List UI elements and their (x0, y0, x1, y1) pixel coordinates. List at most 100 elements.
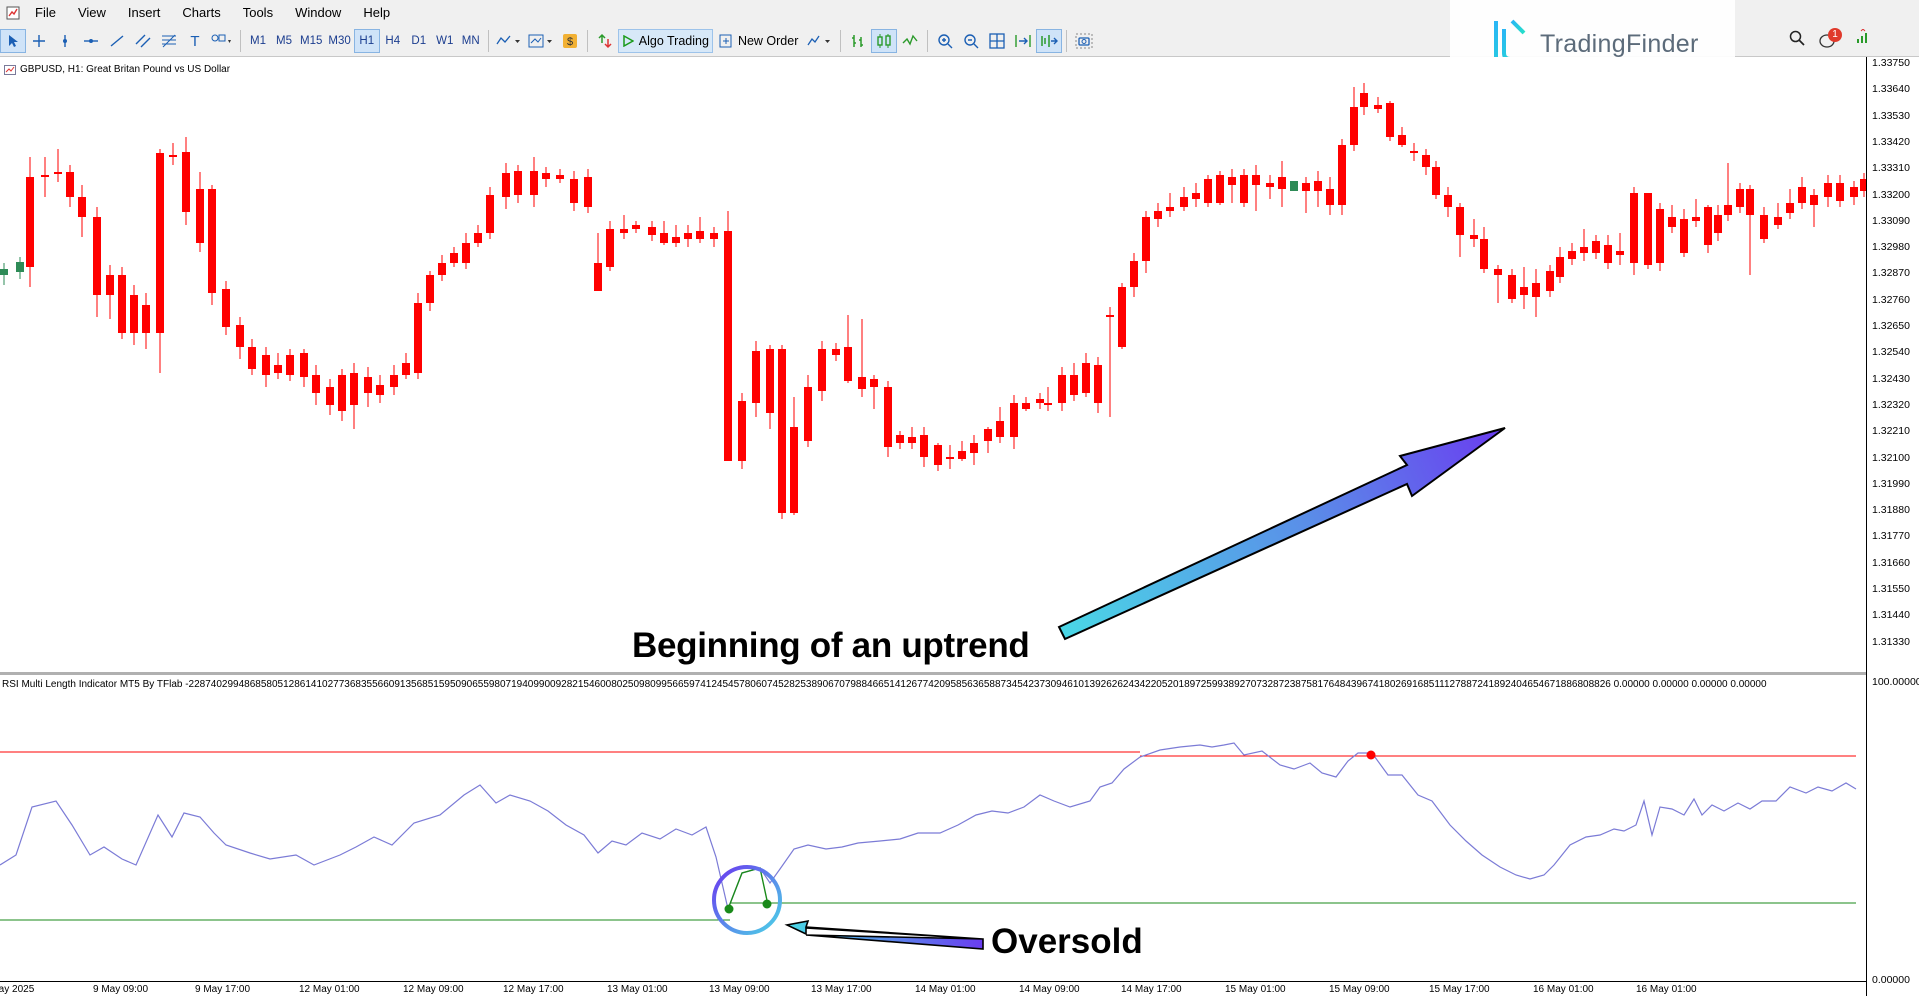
candle-body (584, 177, 592, 207)
line-chart-icon[interactable] (897, 29, 923, 53)
timeframe-h4[interactable]: H4 (385, 35, 401, 47)
candle-body (1714, 215, 1722, 233)
candle-body (426, 275, 434, 303)
price-chart-area[interactable] (0, 57, 1866, 672)
candle-body (1338, 145, 1346, 205)
price-label: 1.31440 (1872, 609, 1910, 622)
notification-count-badge: 1 (1828, 27, 1842, 42)
scroll-chart-icon[interactable] (1010, 29, 1036, 53)
time-label: 16 May 01:00 (1533, 984, 1594, 995)
timeframe-m1[interactable]: M1 (250, 35, 266, 47)
candle-body (632, 225, 640, 229)
screenshot-icon[interactable] (1071, 29, 1097, 53)
candle-body (1746, 189, 1754, 215)
candle-body (844, 347, 852, 381)
candle-body (1314, 181, 1322, 191)
candle-body (1094, 365, 1102, 403)
horizontal-line-icon[interactable] (78, 29, 104, 53)
candle-body (684, 233, 692, 239)
price-label: 1.31550 (1872, 583, 1910, 595)
candle-body (142, 305, 150, 333)
candle-body (93, 217, 101, 295)
chart-shift-icon[interactable] (1036, 29, 1063, 53)
app-icon[interactable] (4, 4, 22, 22)
candle-body (896, 435, 904, 443)
candlestick-icon[interactable] (871, 29, 898, 53)
search-icon[interactable] (1789, 30, 1805, 49)
candle-body (1824, 183, 1832, 197)
candle-body (1736, 189, 1744, 207)
timeframe-w1[interactable]: W1 (436, 35, 454, 47)
oversold-signal-dot (762, 899, 772, 909)
menu-insert[interactable]: Insert (127, 5, 161, 20)
price-label: 1.33640 (1872, 83, 1910, 96)
candle-body (594, 263, 602, 291)
candle-body (1180, 197, 1188, 207)
chart-title-text: GBPUSD, H1: Great Britan Pound vs US Dol… (20, 64, 231, 75)
menu-view[interactable]: View (77, 5, 106, 20)
zoom-out-icon[interactable] (958, 29, 984, 53)
candle-body (738, 401, 746, 461)
templates-icon[interactable] (525, 29, 557, 53)
oversold-signal-dot (724, 904, 734, 914)
cursor-icon[interactable] (0, 29, 26, 53)
price-label: 1.32760 (1872, 293, 1910, 306)
candle-body (1704, 207, 1712, 245)
time-axis[interactable]: 8 May 2025 9 May 09:00 9 May 17:00 12 May 0… (0, 981, 1866, 997)
uptrend-annotation: Beginning of an uptrend (632, 626, 1030, 665)
candle-body (1680, 219, 1688, 253)
timeframe-d1[interactable]: D1 (411, 35, 427, 47)
text-icon[interactable]: T (190, 32, 200, 50)
candle-body (130, 295, 138, 333)
connection-status-icon[interactable] (1855, 28, 1871, 50)
candle-body (390, 375, 398, 387)
price-axis[interactable]: 1.33750 1.33640 1.33530 1.33420 1.33310 1.332… (1866, 57, 1919, 996)
price-label: 1.32870 (1872, 267, 1910, 280)
menu-charts[interactable]: Charts (182, 5, 221, 20)
channel-icon[interactable] (130, 29, 156, 53)
indicator-axis-max: 100.00000 (1872, 676, 1919, 688)
pane-separator[interactable] (0, 672, 1866, 675)
price-label: 1.32100 (1872, 451, 1910, 464)
toolbar-right: 1 (1789, 27, 1871, 50)
algo-trading-label: Algo Trading (638, 34, 709, 48)
signals-icon[interactable] (592, 29, 618, 53)
candle-body (1192, 193, 1200, 199)
time-label: 13 May 01:00 (607, 984, 668, 995)
grid-icon[interactable] (984, 29, 1010, 53)
timeframe-m15[interactable]: M15 (300, 35, 323, 47)
fibonacci-icon[interactable] (156, 29, 182, 53)
timeframe-m5[interactable]: M5 (276, 35, 292, 47)
candle-body (1692, 217, 1700, 221)
menu-tools[interactable]: Tools (242, 5, 274, 20)
indicators-icon[interactable] (493, 29, 525, 53)
trendline-icon[interactable] (104, 29, 130, 53)
candle-body (570, 179, 578, 203)
timeframe-mn[interactable]: MN (461, 35, 480, 47)
notifications-icon[interactable]: 1 (1819, 27, 1842, 49)
time-label: 14 May 17:00 (1121, 984, 1182, 995)
bar-chart-icon[interactable] (845, 29, 871, 53)
candle-body (818, 349, 826, 391)
zoom-in-icon[interactable] (932, 29, 958, 53)
candle-body (262, 355, 270, 375)
menu-help[interactable]: Help (363, 5, 391, 20)
timeframe-h1[interactable]: H1 (353, 29, 380, 53)
timeframe-m30[interactable]: M30 (328, 35, 351, 47)
time-label: 12 May 09:00 (403, 984, 464, 995)
indicator-axis-min: 0.00000 (1872, 974, 1910, 986)
price-label: 1.33090 (1872, 214, 1910, 227)
candle-body (870, 379, 878, 387)
candle-body (1082, 363, 1090, 393)
new-order-button[interactable]: New Order (713, 29, 804, 53)
time-label: 16 May 01:00 (1636, 984, 1697, 995)
shapes-icon[interactable] (208, 29, 236, 53)
menu-file[interactable]: File (35, 5, 56, 20)
candle-body (1494, 269, 1502, 275)
vertical-line-icon[interactable] (52, 29, 78, 53)
algo-trading-button[interactable]: Algo Trading (617, 29, 713, 53)
crosshair-icon[interactable] (26, 29, 52, 53)
market-icon[interactable]: $ (557, 29, 583, 53)
menu-window[interactable]: Window (295, 5, 342, 20)
depth-of-market-icon[interactable] (804, 29, 836, 53)
